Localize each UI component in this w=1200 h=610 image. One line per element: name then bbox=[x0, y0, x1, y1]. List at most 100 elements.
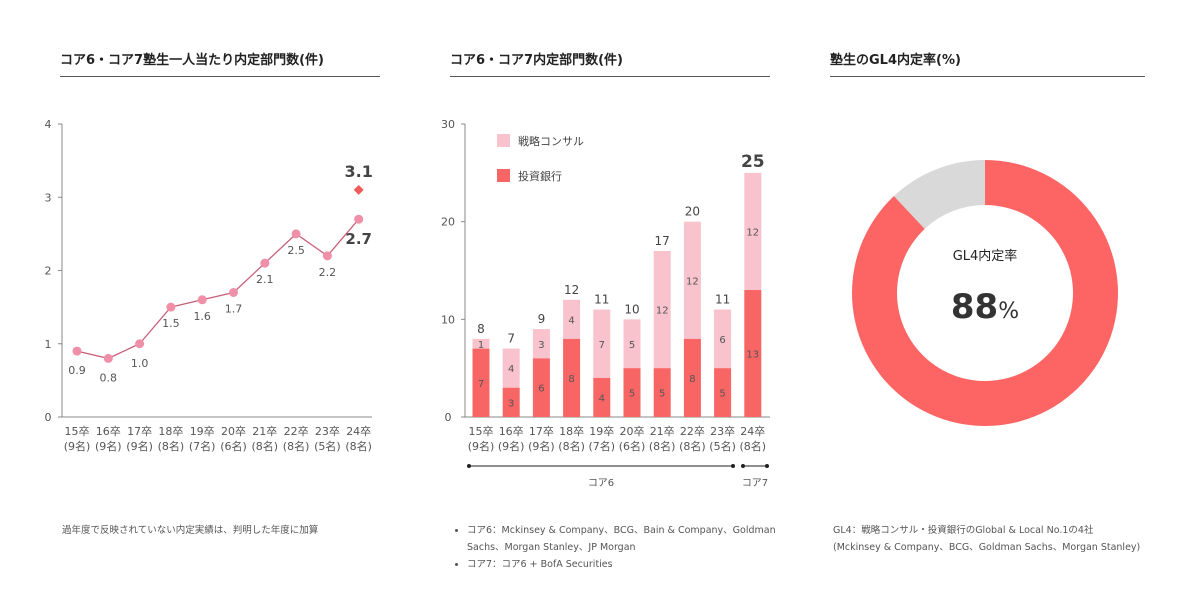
x-tick-label: 22卒 bbox=[680, 424, 705, 438]
x-tick-label: 23卒 bbox=[710, 424, 735, 438]
data-point bbox=[291, 229, 301, 239]
bar-consul bbox=[563, 299, 581, 339]
y-tick-label: 4 bbox=[45, 118, 52, 131]
divider bbox=[450, 76, 770, 77]
x-tick-sublabel: (8名) bbox=[649, 439, 676, 453]
x-tick-label: 19卒 bbox=[589, 424, 614, 438]
data-label: 1.0 bbox=[131, 357, 149, 370]
line-chart-title: コア6・コア7塾生一人当たり内定部門数(件) bbox=[60, 53, 324, 68]
bar-value-consul: 12 bbox=[656, 306, 669, 317]
bar-total-label: 10 bbox=[624, 302, 639, 316]
x-tick-label: 17卒 bbox=[529, 424, 554, 438]
y-tick-label: 2 bbox=[45, 265, 52, 278]
y-tick-label: 30 bbox=[441, 118, 455, 131]
bar-consul bbox=[744, 172, 762, 291]
x-tick-sublabel: (9名) bbox=[528, 439, 555, 453]
bar-total-label: 20 bbox=[685, 205, 700, 219]
bar-consul bbox=[623, 319, 641, 369]
x-tick-sublabel: (8名) bbox=[740, 439, 767, 453]
data-label: 1.5 bbox=[162, 317, 180, 330]
x-tick-sublabel: (8名) bbox=[679, 439, 706, 453]
data-label: 0.9 bbox=[68, 364, 86, 377]
bar-total-label: 7 bbox=[507, 332, 515, 346]
x-tick-sublabel: (6名) bbox=[619, 439, 646, 453]
highlight-point bbox=[353, 184, 364, 195]
donut-center-value: 88% bbox=[951, 287, 1019, 327]
data-point bbox=[166, 302, 176, 312]
x-tick-label: 19卒 bbox=[190, 424, 215, 438]
donut-chart-title: 塾生のGL4内定率(%) bbox=[830, 53, 961, 68]
y-tick-label: 1 bbox=[45, 338, 52, 351]
x-tick-label: 24卒 bbox=[346, 424, 371, 438]
data-label: 2.1 bbox=[256, 273, 274, 286]
x-tick-sublabel: (9名) bbox=[64, 439, 91, 453]
x-tick-sublabel: (7名) bbox=[589, 439, 616, 453]
bar-value-consul: 1 bbox=[478, 340, 484, 351]
bar-total-label: 11 bbox=[594, 293, 609, 307]
bar-value-bank: 8 bbox=[568, 374, 574, 385]
legend-swatch-consul bbox=[497, 134, 510, 147]
bar-value-bank: 7 bbox=[478, 379, 484, 390]
bar-consul bbox=[593, 309, 611, 378]
bar-value-consul: 4 bbox=[568, 315, 574, 326]
bar-chart-title: コア6・コア7内定部門数(件) bbox=[450, 53, 623, 68]
bar-consul bbox=[714, 309, 732, 369]
data-label: 2.2 bbox=[319, 266, 337, 279]
bracket-endpoint bbox=[731, 464, 735, 468]
note-item: (Mckinsey & Company、BCG、Goldman Sachs、Mo… bbox=[833, 542, 1141, 553]
legend-swatch-bank bbox=[497, 169, 510, 182]
x-tick-sublabel: (5名) bbox=[314, 439, 341, 453]
x-tick-label: 24卒 bbox=[740, 424, 765, 438]
data-point bbox=[103, 353, 113, 363]
group-label-core6: コア6 bbox=[588, 478, 614, 489]
data-point bbox=[197, 295, 207, 305]
x-tick-label: 18卒 bbox=[158, 424, 183, 438]
bar-value-consul: 3 bbox=[538, 340, 544, 351]
bar-value-bank: 3 bbox=[508, 398, 514, 409]
bar-bank bbox=[683, 338, 701, 417]
x-tick-label: 16卒 bbox=[499, 424, 524, 438]
bar-bank bbox=[472, 348, 490, 417]
bar-total-label: 8 bbox=[477, 322, 485, 336]
y-tick-label: 0 bbox=[445, 411, 452, 424]
data-point bbox=[260, 258, 270, 268]
x-tick-label: 15卒 bbox=[469, 424, 494, 438]
x-tick-label: 20卒 bbox=[221, 424, 246, 438]
bar-value-consul: 12 bbox=[746, 227, 759, 238]
donut-value-number: 88 bbox=[951, 287, 998, 327]
bar-total-label: 9 bbox=[538, 312, 546, 326]
bar-consul bbox=[683, 221, 701, 339]
bar-value-consul: 7 bbox=[599, 340, 605, 351]
y-tick-label: 0 bbox=[45, 411, 52, 424]
x-tick-label: 21卒 bbox=[650, 424, 675, 438]
bar-value-bank: 5 bbox=[719, 389, 725, 400]
x-tick-label: 21卒 bbox=[252, 424, 277, 438]
x-tick-sublabel: (8名) bbox=[345, 439, 372, 453]
bar-value-consul: 4 bbox=[508, 364, 514, 375]
donut-chart-notes: GL4：戦略コンサル・投資銀行のGlobal & Local No.1の4社 (… bbox=[833, 522, 1163, 556]
x-tick-label: 20卒 bbox=[620, 424, 645, 438]
x-tick-label: 22卒 bbox=[284, 424, 309, 438]
bar-total-label: 11 bbox=[715, 293, 730, 307]
bar-chart-notes: コア6：Mckinsey & Company、BCG、Bain & Compan… bbox=[455, 522, 795, 573]
x-tick-sublabel: (8名) bbox=[558, 439, 585, 453]
x-tick-sublabel: (8名) bbox=[283, 439, 310, 453]
bracket-endpoint bbox=[467, 464, 471, 468]
legend-label-consul: 戦略コンサル bbox=[518, 134, 584, 148]
bar-bank bbox=[714, 368, 732, 417]
bar-bank bbox=[532, 358, 550, 417]
x-tick-sublabel: (8名) bbox=[158, 439, 185, 453]
bar-value-consul: 6 bbox=[719, 335, 725, 346]
line-chart-note: 過年度で反映されていない内定実績は、判明した年度に加算 bbox=[62, 525, 319, 536]
data-label: 2.5 bbox=[287, 244, 305, 257]
donut-segment-other bbox=[893, 160, 985, 229]
data-point bbox=[72, 346, 82, 356]
bar-value-bank: 4 bbox=[599, 393, 605, 404]
x-tick-label: 16卒 bbox=[96, 424, 121, 438]
bar-total-label: 12 bbox=[564, 283, 579, 297]
data-label: 0.8 bbox=[100, 371, 118, 384]
x-tick-label: 17卒 bbox=[127, 424, 152, 438]
data-label: 1.7 bbox=[225, 302, 243, 315]
x-tick-sublabel: (9名) bbox=[468, 439, 495, 453]
bar-consul bbox=[502, 348, 520, 388]
